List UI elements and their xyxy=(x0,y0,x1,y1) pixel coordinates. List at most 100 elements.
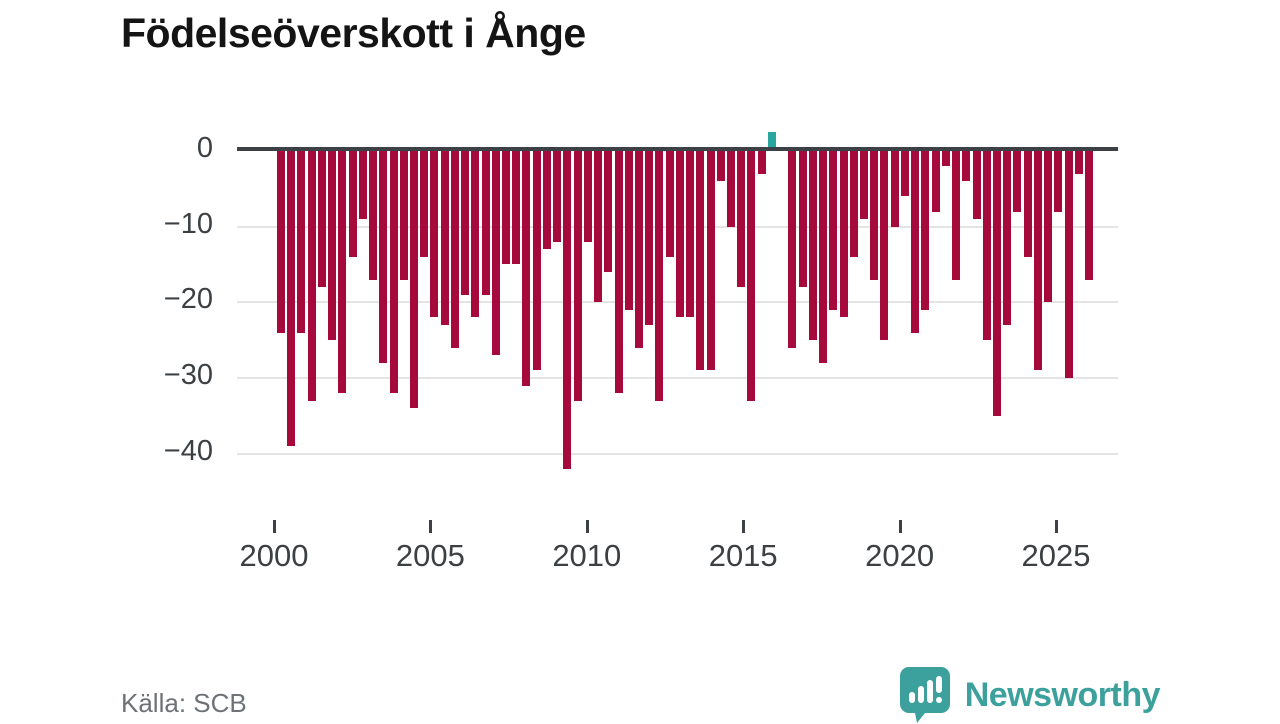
bar-negative xyxy=(604,151,613,273)
bar-negative xyxy=(1013,151,1022,212)
bar-negative xyxy=(583,151,592,242)
bar-negative xyxy=(727,151,736,227)
bar-negative xyxy=(716,151,725,182)
bar-negative xyxy=(594,151,603,303)
chart-title: Födelseöverskott i Ånge xyxy=(121,10,586,56)
bar-negative xyxy=(890,151,899,227)
bar-negative xyxy=(737,151,746,288)
bar-negative xyxy=(1054,151,1063,212)
bar-negative xyxy=(307,151,316,401)
bar-negative xyxy=(624,151,633,310)
bar-negative xyxy=(502,151,511,265)
bar-negative xyxy=(389,151,398,394)
y-axis-tick-label: −10 xyxy=(163,207,213,240)
bar-negative xyxy=(849,151,858,257)
bar-negative xyxy=(1023,151,1032,257)
bar-negative xyxy=(992,151,1001,416)
bar-negative xyxy=(900,151,909,197)
bar-negative xyxy=(962,151,971,182)
bar-negative xyxy=(369,151,378,280)
bar-negative xyxy=(972,151,981,220)
bar-negative xyxy=(512,151,521,265)
bar-negative xyxy=(358,151,367,220)
x-axis-tick-label: 2000 xyxy=(239,538,309,573)
bar-negative xyxy=(645,151,654,325)
bar-negative xyxy=(808,151,817,341)
bar-negative xyxy=(911,151,920,333)
y-axis-tick-label: −40 xyxy=(163,434,213,467)
x-axis-tick-label: 2015 xyxy=(708,538,778,573)
source-caption: Källa: SCB xyxy=(121,688,247,718)
bar-negative xyxy=(941,151,950,167)
bar-negative xyxy=(931,151,940,212)
bar-negative xyxy=(573,151,582,401)
bar-negative xyxy=(450,151,459,348)
bar-negative xyxy=(491,151,500,356)
bar-negative xyxy=(399,151,408,280)
x-axis-tick xyxy=(273,520,276,533)
bar-negative xyxy=(287,151,296,447)
bar-negative xyxy=(338,151,347,394)
bar-negative xyxy=(409,151,418,409)
bar-negative xyxy=(522,151,531,386)
x-axis-tick xyxy=(1055,520,1058,533)
y-axis-tick-label: −20 xyxy=(163,283,213,316)
gridline xyxy=(237,376,1118,379)
bar-negative xyxy=(859,151,868,220)
x-axis-tick xyxy=(742,520,746,533)
gridline xyxy=(237,452,1118,455)
bar-negative xyxy=(542,151,551,250)
bar-negative xyxy=(982,151,991,341)
x-axis-tick-label: 2010 xyxy=(552,538,622,573)
y-axis-tick-label: 0 xyxy=(196,132,213,164)
bar-negative xyxy=(328,151,337,341)
x-axis-tick xyxy=(898,520,902,533)
bar-negative xyxy=(788,151,797,348)
bar-negative xyxy=(348,151,357,257)
bar-negative xyxy=(1033,151,1042,371)
x-axis-tick xyxy=(585,520,589,533)
bar-negative xyxy=(430,151,439,318)
bar-negative xyxy=(870,151,879,280)
bar-negative xyxy=(829,151,838,310)
bar-negative xyxy=(706,151,715,371)
bar-negative xyxy=(420,151,429,257)
bar-negative xyxy=(634,151,643,348)
bar-negative xyxy=(655,151,664,401)
bar-negative xyxy=(757,151,766,174)
bar-negative xyxy=(440,151,449,325)
bar-negative xyxy=(839,151,848,318)
bar-negative xyxy=(563,151,572,469)
bar-negative xyxy=(277,151,285,333)
bar-negative xyxy=(665,151,674,257)
bar-negative xyxy=(686,151,695,318)
bar-negative xyxy=(880,151,889,341)
bar-negative xyxy=(481,151,490,295)
newsworthy-wordmark: Newsworthy xyxy=(964,675,1161,714)
x-axis-tick-label: 2005 xyxy=(395,538,465,573)
bar-negative xyxy=(696,151,705,371)
bar-negative xyxy=(819,151,828,363)
bar-negative xyxy=(614,151,623,394)
bar-negative xyxy=(1064,151,1073,378)
bar-negative xyxy=(471,151,480,318)
bar-negative xyxy=(1044,151,1053,303)
x-axis-zero-line xyxy=(237,147,1118,151)
bar-negative xyxy=(317,151,326,288)
bar-negative xyxy=(675,151,684,318)
x-axis-tick xyxy=(429,520,433,533)
bar-negative xyxy=(921,151,930,310)
x-axis-tick-label: 2025 xyxy=(1021,538,1091,573)
bar-negative xyxy=(952,151,961,280)
newsworthy-logo: Newsworthy xyxy=(899,666,1161,724)
bar-negative xyxy=(461,151,470,295)
bar-negative xyxy=(1085,151,1093,280)
newsworthy-bubble-chart-icon xyxy=(899,666,951,724)
x-axis-tick-label: 2020 xyxy=(865,538,935,573)
bar-negative xyxy=(297,151,306,333)
bar-negative xyxy=(1003,151,1012,325)
bar-negative xyxy=(553,151,562,242)
bar-negative xyxy=(1074,151,1083,174)
bar-negative xyxy=(532,151,541,371)
